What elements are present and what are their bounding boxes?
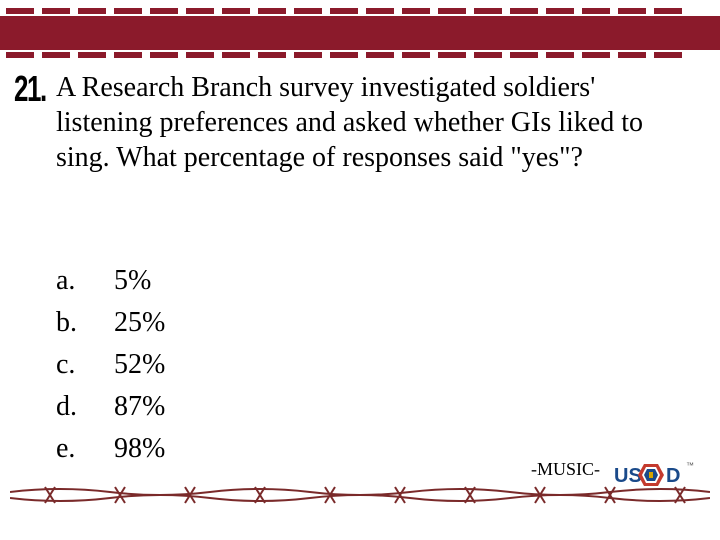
answer-text: 25% (114, 302, 165, 344)
answer-list: a. 5% b. 25% c. 52% d. 87% e. 98% (56, 260, 165, 470)
answer-b: b. 25% (56, 302, 165, 344)
category-label: -MUSIC- (531, 459, 600, 480)
halftone-pattern (540, 0, 720, 62)
answer-text: 98% (114, 428, 165, 470)
barbed-wire-divider (10, 480, 710, 508)
answer-label: b. (56, 302, 114, 344)
answer-text: 5% (114, 260, 151, 302)
answer-label: d. (56, 386, 114, 428)
svg-text:™: ™ (686, 461, 694, 470)
answer-a: a. 5% (56, 260, 165, 302)
answer-text: 87% (114, 386, 165, 428)
answer-label: e. (56, 428, 114, 470)
answer-text: 52% (114, 344, 165, 386)
answer-d: d. 87% (56, 386, 165, 428)
question-number: 21. (14, 68, 46, 110)
answer-e: e. 98% (56, 428, 165, 470)
answer-label: c. (56, 344, 114, 386)
header-band (0, 0, 720, 64)
answer-label: a. (56, 260, 114, 302)
question-text: A Research Branch survey investigated so… (56, 70, 670, 175)
answer-c: c. 52% (56, 344, 165, 386)
